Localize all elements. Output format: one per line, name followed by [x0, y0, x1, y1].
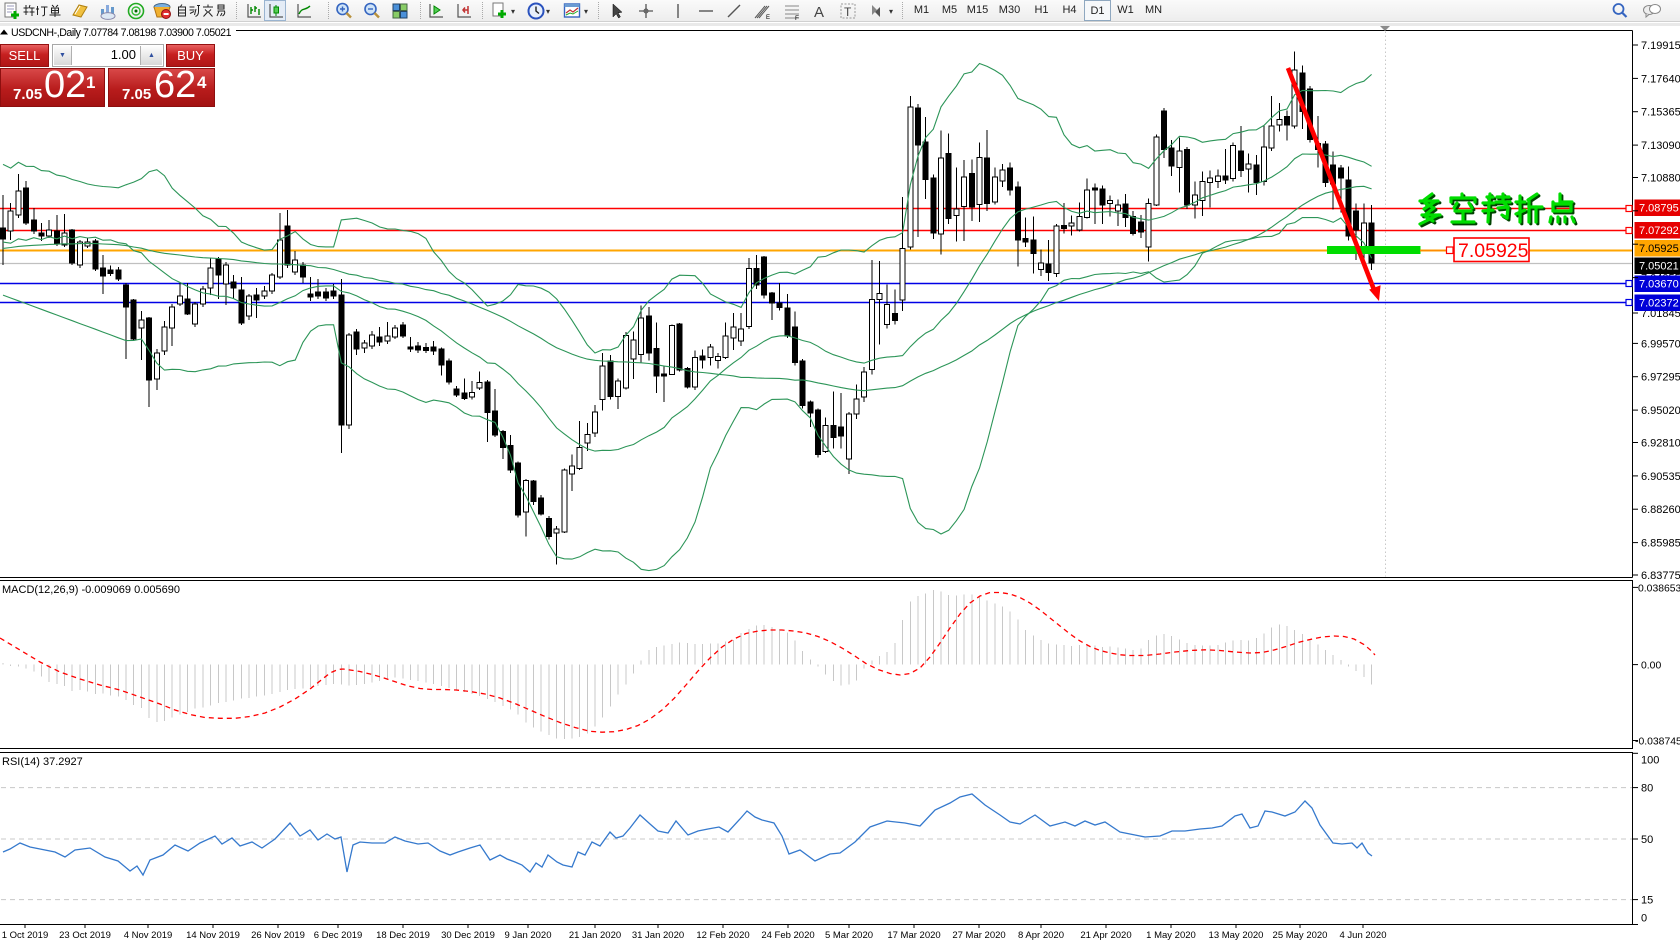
- svg-text:24 Feb 2020: 24 Feb 2020: [761, 930, 814, 941]
- svg-text:14 Nov 2019: 14 Nov 2019: [186, 930, 240, 941]
- svg-text:7.13090: 7.13090: [1641, 140, 1680, 152]
- svg-text:21 Jan 2020: 21 Jan 2020: [569, 930, 621, 941]
- svg-text:4 Nov 2019: 4 Nov 2019: [124, 930, 173, 941]
- svg-text:6.85985: 6.85985: [1641, 538, 1680, 550]
- svg-text:15: 15: [1641, 895, 1653, 907]
- svg-text:18 Dec 2019: 18 Dec 2019: [376, 930, 430, 941]
- svg-text:-0.038745: -0.038745: [1635, 737, 1680, 748]
- svg-text:0.038653: 0.038653: [1638, 583, 1680, 594]
- svg-text:100: 100: [1641, 754, 1659, 766]
- svg-text:7.05925: 7.05925: [1639, 243, 1679, 255]
- svg-text:21 Apr 2020: 21 Apr 2020: [1080, 930, 1131, 941]
- svg-text:7.05925: 7.05925: [1458, 240, 1529, 262]
- svg-text:17 Mar 2020: 17 Mar 2020: [887, 930, 940, 941]
- svg-text:7.02372: 7.02372: [1639, 298, 1679, 310]
- svg-text:MACD(12,26,9) -0.009069 0.0056: MACD(12,26,9) -0.009069 0.005690: [2, 584, 180, 596]
- svg-text:7.05021: 7.05021: [1639, 261, 1679, 273]
- svg-text:1 May 2020: 1 May 2020: [1146, 930, 1196, 941]
- svg-text:7.15365: 7.15365: [1641, 107, 1680, 119]
- svg-text:30 Dec 2019: 30 Dec 2019: [441, 930, 495, 941]
- svg-text:6 Dec 2019: 6 Dec 2019: [314, 930, 363, 941]
- svg-text:6.99570: 6.99570: [1641, 338, 1680, 350]
- svg-text:6.90535: 6.90535: [1641, 471, 1680, 483]
- svg-text:1 Oct 2019: 1 Oct 2019: [2, 930, 48, 941]
- svg-text:4 Jun 2020: 4 Jun 2020: [1339, 930, 1386, 941]
- svg-text:6.95020: 6.95020: [1641, 405, 1680, 417]
- svg-text:25 May 2020: 25 May 2020: [1273, 930, 1328, 941]
- svg-text:9 Jan 2020: 9 Jan 2020: [504, 930, 551, 941]
- svg-text:A: A: [814, 4, 824, 21]
- svg-text:7.17640: 7.17640: [1641, 73, 1680, 85]
- svg-text:0.00: 0.00: [1641, 661, 1661, 672]
- svg-text:13 May 2020: 13 May 2020: [1209, 930, 1264, 941]
- svg-text:6.88260: 6.88260: [1641, 504, 1680, 516]
- svg-text:T: T: [844, 5, 852, 19]
- svg-text:80: 80: [1641, 783, 1653, 795]
- svg-text:RSI(14) 37.2927: RSI(14) 37.2927: [2, 756, 83, 768]
- svg-text:23 Oct 2019: 23 Oct 2019: [59, 930, 111, 941]
- svg-text:0: 0: [1641, 913, 1647, 925]
- svg-text:31 Jan 2020: 31 Jan 2020: [632, 930, 684, 941]
- svg-text:F: F: [795, 15, 799, 21]
- svg-text:6.83775: 6.83775: [1641, 570, 1680, 582]
- svg-text:6.97295: 6.97295: [1641, 372, 1680, 384]
- svg-text:7.08795: 7.08795: [1639, 203, 1679, 215]
- svg-text:7.10880: 7.10880: [1641, 173, 1680, 185]
- svg-text:E: E: [766, 15, 770, 21]
- svg-text:6.92810: 6.92810: [1641, 438, 1680, 450]
- svg-text:12 Feb 2020: 12 Feb 2020: [696, 930, 749, 941]
- svg-text:50: 50: [1641, 834, 1653, 846]
- svg-text:27 Mar 2020: 27 Mar 2020: [952, 930, 1005, 941]
- svg-text:7.19915: 7.19915: [1641, 40, 1680, 52]
- svg-text:7.03670: 7.03670: [1639, 279, 1679, 291]
- svg-text:5 Mar 2020: 5 Mar 2020: [825, 930, 873, 941]
- svg-text:USDCNH-,Daily 7.07784 7.08198: USDCNH-,Daily 7.07784 7.08198 7.03900 7.…: [11, 27, 232, 39]
- svg-text:26 Nov 2019: 26 Nov 2019: [251, 930, 305, 941]
- svg-text:7.07292: 7.07292: [1639, 225, 1679, 237]
- svg-text:8 Apr 2020: 8 Apr 2020: [1018, 930, 1064, 941]
